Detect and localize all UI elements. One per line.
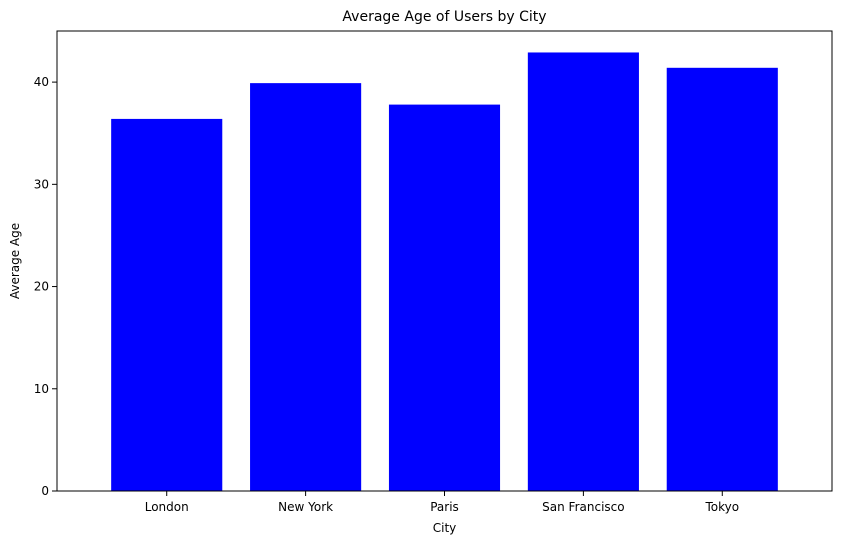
- y-tick-label: 40: [34, 75, 49, 89]
- bar-tokyo: [666, 67, 778, 492]
- y-tick-label: 30: [34, 177, 49, 191]
- bar-paris: [388, 104, 501, 491]
- y-tick-label: 0: [41, 484, 49, 498]
- bars-group: [111, 52, 778, 492]
- bar-san-francisco: [527, 52, 639, 491]
- y-tick-label: 10: [34, 382, 49, 396]
- y-tick-label: 20: [34, 280, 49, 294]
- x-axis-label: City: [433, 521, 457, 535]
- chart-title: Average Age of Users by City: [342, 9, 546, 25]
- x-tick-label: New York: [278, 500, 333, 514]
- x-axis-ticks: London New York Paris San Francisco Tokyo: [145, 491, 739, 514]
- bar-new-york: [250, 83, 362, 491]
- x-tick-label: Tokyo: [704, 500, 739, 514]
- y-axis-label: Average Age: [8, 223, 22, 299]
- bar-london: [111, 118, 223, 492]
- x-tick-label: Paris: [430, 500, 459, 514]
- x-tick-label: London: [145, 500, 189, 514]
- y-axis-ticks: 0 10 20 30 40: [34, 75, 57, 498]
- x-tick-label: San Francisco: [542, 500, 624, 514]
- plot-frame: [56, 30, 833, 492]
